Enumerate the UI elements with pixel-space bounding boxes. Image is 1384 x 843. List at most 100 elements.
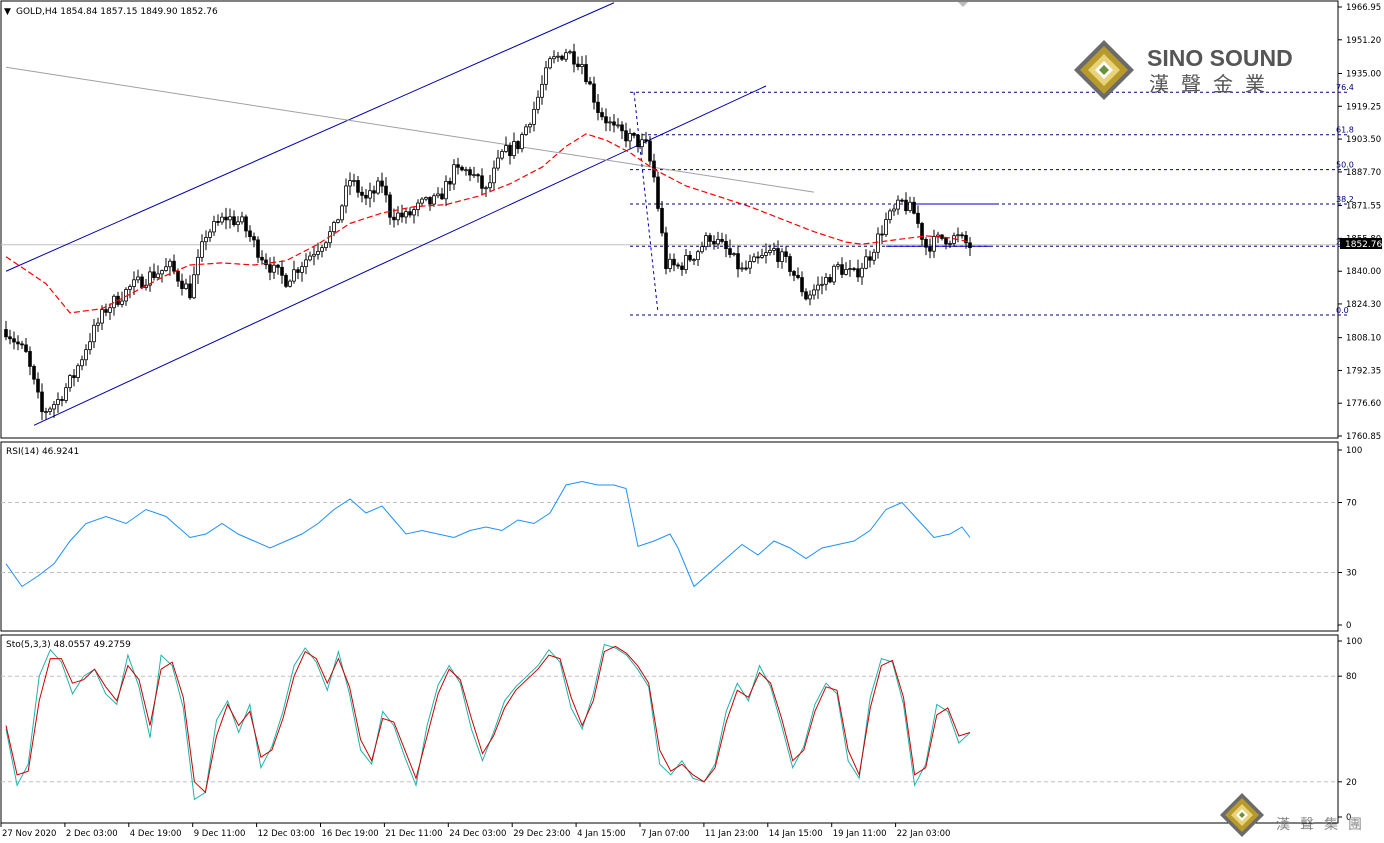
grey-trendline — [5, 66, 815, 193]
candle-down — [400, 212, 404, 218]
candle-down — [604, 116, 608, 124]
candle-up — [472, 174, 476, 177]
candle-up — [932, 236, 936, 252]
rsi-header: RSI(14) 46.9241 — [6, 447, 79, 457]
candle-down — [296, 269, 300, 273]
candle-up — [692, 259, 696, 262]
candle-down — [624, 130, 628, 142]
chart-shift-marker-icon[interactable] — [958, 2, 968, 7]
fib-trend-line — [633, 92, 659, 313]
candle-down — [8, 336, 12, 340]
candle-down — [676, 264, 680, 267]
price-grid-layer: 76.461.850.038.223.60.0 — [1, 2, 1354, 426]
rsi-panel[interactable] — [0, 441, 1339, 632]
candle-down — [960, 234, 964, 237]
candle-up — [908, 201, 912, 212]
candle-down — [924, 238, 928, 248]
stochastic-tick-label: 80 — [1346, 672, 1357, 682]
candle-down — [372, 190, 376, 194]
candle-down — [152, 271, 156, 278]
rsi-axis: 100 70 30 0 — [1338, 446, 1362, 631]
candle-down — [40, 391, 44, 413]
candle-up — [344, 185, 348, 207]
candle-up — [500, 151, 504, 159]
candle-up — [696, 251, 700, 261]
price-header: GOLD,H4 1854.84 1857.15 1849.90 1852.76 — [16, 7, 218, 17]
candle-up — [412, 209, 416, 216]
collapse-arrow-icon[interactable]: ▼ — [4, 7, 11, 17]
candle-up — [580, 64, 584, 68]
candle-down — [968, 242, 972, 249]
price-tick-label: 1760.85 — [1346, 432, 1381, 442]
candle-up — [92, 324, 96, 343]
candle-down — [900, 199, 904, 202]
candle-up — [204, 237, 208, 243]
price-tick-label: 1935.00 — [1346, 70, 1381, 80]
candle-up — [896, 199, 900, 210]
candle-down — [448, 180, 452, 185]
candle-up — [876, 233, 880, 253]
price-tick-label: 1887.70 — [1346, 168, 1381, 178]
candle-down — [20, 343, 24, 346]
candle-up — [544, 67, 548, 85]
current-price-tag — [1340, 238, 1382, 249]
candle-up — [108, 307, 112, 313]
time-tick-label: 29 Dec 23:00 — [513, 829, 570, 839]
candle-down — [180, 280, 184, 289]
time-tick-label: 16 Dec 19:00 — [322, 829, 379, 839]
rsi-line — [5, 480, 971, 588]
time-axis: 27 Nov 2020 2 Dec 03:00 4 Dec 19:00 9 Dec 1… — [0, 823, 950, 839]
price-tick-label: 1966.95 — [1346, 3, 1381, 13]
candle-up — [160, 270, 164, 275]
candle-up — [192, 274, 196, 299]
candle-up — [716, 239, 720, 245]
candle-up — [860, 267, 864, 278]
candle-up — [812, 289, 816, 296]
candle-down — [388, 194, 392, 218]
candle-up — [56, 399, 60, 405]
candle-up — [704, 235, 708, 248]
current-price-label: 1852.76 — [1345, 240, 1382, 250]
candle-up — [436, 193, 440, 197]
candle-down — [852, 268, 856, 270]
candle-up — [816, 284, 820, 291]
time-tick-label: 4 Jan 15:00 — [577, 829, 625, 839]
candle-down — [256, 239, 260, 258]
candle-down — [12, 338, 16, 343]
price-panel[interactable] — [0, 0, 1339, 439]
candle-up — [464, 169, 468, 172]
candle-up — [488, 182, 492, 189]
candle-up — [568, 51, 572, 54]
candle-down — [252, 236, 256, 241]
candle-down — [588, 81, 592, 85]
candle-up — [340, 205, 344, 221]
candle-down — [788, 256, 792, 272]
candle-up — [220, 216, 224, 223]
candle-up — [844, 269, 848, 275]
candle-down — [904, 199, 908, 212]
candle-up — [492, 167, 496, 184]
price-tick-label: 1808.10 — [1346, 334, 1381, 344]
candle-up — [760, 255, 764, 258]
time-tick-label: 7 Jan 07:00 — [641, 829, 689, 839]
candle-up — [552, 56, 556, 60]
candle-down — [644, 139, 648, 142]
stochastic-panel[interactable] — [0, 634, 1339, 824]
candle-down — [916, 212, 920, 224]
candle-down — [260, 256, 264, 261]
price-tick-label: 1824.30 — [1346, 300, 1381, 310]
candle-up — [236, 221, 240, 226]
candle-down — [28, 351, 32, 367]
candle-up — [292, 269, 296, 282]
time-tick-label: 21 Dec 11:00 — [385, 829, 442, 839]
candle-down — [456, 164, 460, 168]
candle-up — [536, 96, 540, 110]
rsi-tick-label: 70 — [1346, 499, 1357, 509]
candle-down — [632, 133, 636, 136]
candle-down — [680, 265, 684, 270]
candle-up — [668, 258, 672, 269]
candle-up — [336, 219, 340, 223]
candle-down — [24, 344, 28, 352]
candle-down — [460, 166, 464, 171]
